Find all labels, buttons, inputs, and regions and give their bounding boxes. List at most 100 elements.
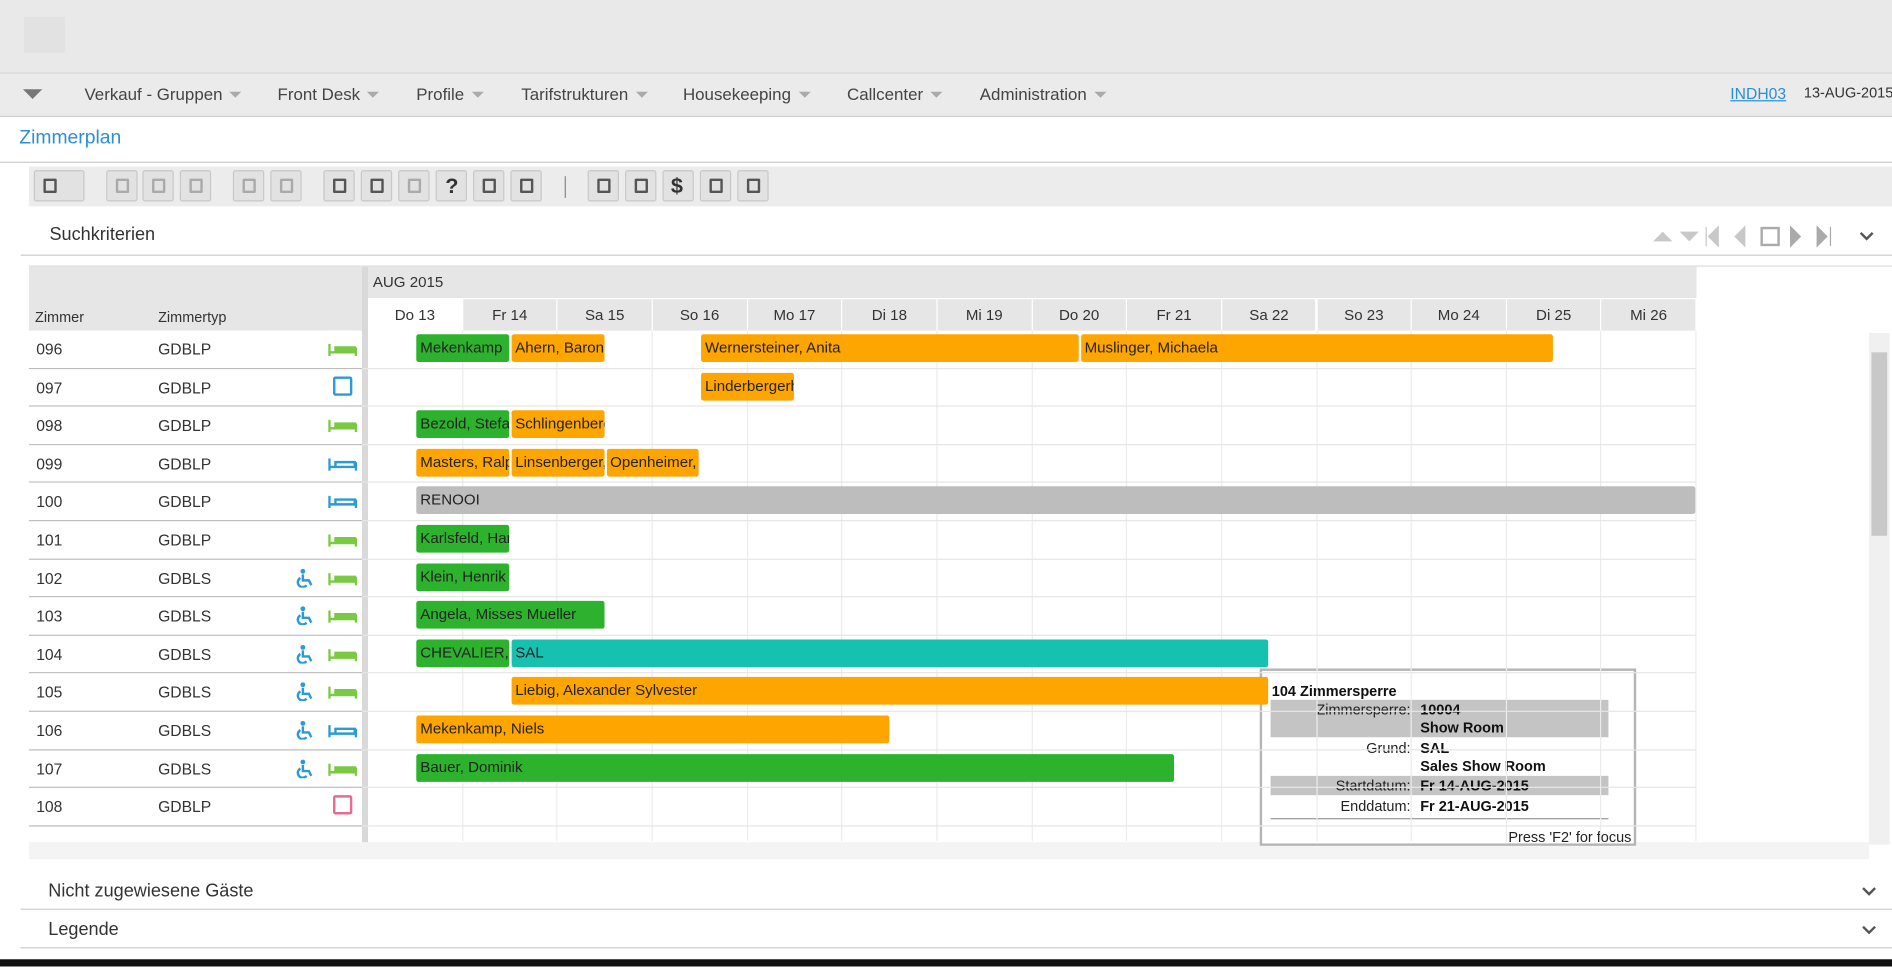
left-row — [28, 597, 362, 636]
icon-bed — [328, 419, 358, 433]
grid-column — [1410, 330, 1412, 842]
toolbar-button[interactable] — [737, 170, 769, 202]
room-type: GDBLS — [158, 721, 212, 740]
booking[interactable]: Mekenkamp — [416, 334, 510, 362]
row-line — [28, 634, 1697, 636]
row-line — [28, 481, 1697, 484]
room-type: GDBLP — [158, 797, 212, 816]
row-line — [28, 596, 1697, 598]
menu-caret — [930, 91, 943, 98]
menu-item[interactable]: Front Desk — [277, 84, 361, 104]
day-header: Di 18 — [842, 299, 937, 331]
toolbar-button[interactable] — [472, 170, 505, 202]
tooltip-value: Fr 14-AUG-2015 — [1420, 777, 1529, 794]
menu-item[interactable]: Callcenter — [847, 84, 924, 104]
toolbar-button[interactable] — [33, 170, 85, 202]
toolbar-button[interactable] — [699, 170, 732, 202]
toolbar-button[interactable] — [510, 170, 542, 202]
toolbar-button[interactable]: ? — [435, 170, 467, 202]
toolbar-button[interactable] — [106, 170, 138, 202]
icon-bed — [328, 610, 358, 624]
month-label: AUG 2015 — [372, 273, 444, 291]
row-line — [28, 710, 1697, 712]
toolbar-button[interactable] — [587, 170, 620, 202]
search-title[interactable]: Suchkriterien — [49, 224, 156, 245]
day-header: Mo 17 — [747, 299, 842, 331]
month-header — [368, 266, 1697, 299]
menu-item[interactable]: Profile — [416, 84, 465, 104]
icon — [634, 178, 648, 194]
room-number: 101 — [36, 530, 63, 550]
section-header[interactable]: Legende — [48, 919, 119, 940]
toolbar-button[interactable] — [360, 170, 393, 202]
day-header: So 23 — [1317, 299, 1411, 331]
menu-item[interactable]: Verkauf - Gruppen — [84, 84, 223, 104]
booking[interactable]: Linsenberger, — [511, 448, 605, 477]
booking[interactable]: RENOOI — [416, 486, 1696, 515]
room-number: 106 — [36, 721, 63, 740]
icon-bed — [328, 724, 358, 738]
booking[interactable]: Openheimer, — [606, 448, 699, 477]
room-type: GDBLP — [158, 530, 212, 550]
day-header: Mi 19 — [937, 299, 1032, 331]
toolbar-button[interactable] — [142, 170, 174, 202]
toolbar-button[interactable] — [625, 170, 657, 202]
grid-column — [556, 330, 558, 842]
icon — [746, 178, 761, 194]
booking[interactable]: Bezold, Stefa — [416, 410, 510, 439]
booking[interactable]: Schlingenberg — [511, 410, 605, 439]
icon — [242, 178, 256, 194]
booking[interactable]: Liebig, Alexander Sylvester — [511, 677, 1269, 706]
booking[interactable]: Angela, Misses Mueller — [416, 601, 605, 629]
booking[interactable]: Ahern, Baron — [511, 334, 605, 362]
col-header: Zimmertyp — [158, 308, 227, 326]
tooltip-label: Enddatum: — [1340, 796, 1411, 814]
toolbar-button[interactable] — [323, 170, 355, 202]
left-row — [28, 521, 362, 560]
booking[interactable]: SAL — [511, 639, 1269, 668]
booking[interactable]: Mekenkamp, Niels — [416, 715, 889, 744]
grid-column — [1600, 330, 1602, 842]
day-header: Mo 24 — [1411, 299, 1506, 331]
booking[interactable]: Karlsfeld, Har — [416, 524, 510, 553]
icon — [370, 178, 384, 194]
row-line — [28, 748, 1697, 751]
menu-toggle[interactable] — [22, 89, 43, 99]
booking[interactable]: Klein, Henrik — [416, 563, 510, 591]
toolbar-button[interactable] — [398, 170, 430, 202]
icon — [152, 178, 166, 194]
booking[interactable]: Wernersteiner, Anita — [701, 334, 1079, 362]
left-row — [28, 445, 362, 484]
toolbar-button[interactable] — [270, 170, 302, 202]
menu-item[interactable]: Administration — [979, 84, 1087, 104]
room-number: 108 — [36, 797, 63, 816]
section-chevron — [1862, 883, 1876, 896]
room-type: GDBLS — [158, 569, 212, 588]
menu-item[interactable]: Housekeeping — [682, 84, 791, 104]
booking[interactable]: Masters, Ralp — [416, 448, 510, 477]
left-row — [28, 559, 362, 598]
v-scroll-thumb[interactable] — [1871, 352, 1888, 536]
user-link[interactable]: INDH03 — [1730, 84, 1787, 103]
icon-help: ? — [445, 173, 459, 198]
room-plan — [28, 265, 1892, 860]
room-number: 103 — [36, 607, 63, 626]
toolbar-button[interactable] — [232, 170, 265, 202]
booking[interactable]: Muslinger, Michaela — [1080, 334, 1554, 362]
left-row — [28, 368, 362, 407]
booking[interactable]: Linderbergerh — [701, 372, 794, 401]
icon-bed — [328, 762, 358, 776]
booking[interactable]: Bauer, Dominik — [416, 753, 1174, 782]
tooltip-value: SAL — [1420, 739, 1450, 756]
tooltip-stripe — [1270, 699, 1609, 738]
room-number: 096 — [36, 340, 63, 359]
icon-room — [333, 795, 353, 815]
booking[interactable]: CHEVALIER, — [416, 639, 510, 668]
toolbar-button[interactable]: $ — [662, 170, 694, 202]
room-number: 099 — [36, 454, 63, 473]
section-header[interactable]: Nicht zugewiesene Gäste — [48, 880, 254, 902]
toolbar-button[interactable] — [179, 170, 212, 202]
menu-caret — [229, 91, 242, 98]
menu-item[interactable]: Tarifstrukturen — [521, 84, 629, 104]
tooltip-value: Sales Show Room — [1420, 757, 1546, 775]
